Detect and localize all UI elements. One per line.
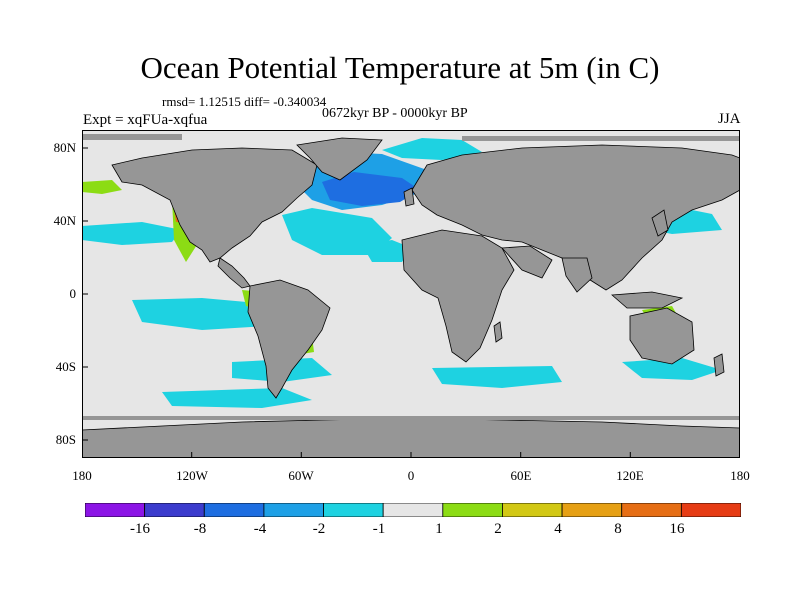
colorbar-swatch	[203, 503, 265, 517]
colorbar-swatch	[621, 503, 682, 517]
land-india	[561, 257, 593, 293]
land-australia	[629, 307, 695, 365]
experiment-label: Expt = xqFUa-xqfua	[83, 112, 208, 128]
lat-tick-label: 80N	[53, 140, 76, 155]
land-africa	[401, 229, 515, 363]
land-indonesia	[611, 291, 684, 309]
colorbar-label: -2	[312, 521, 326, 537]
colorbar-label: 16	[669, 521, 685, 537]
time-period-text: 0672kyr BP - 0000kyr BP	[322, 106, 468, 121]
colorbar-label: -16	[130, 521, 150, 537]
land-masses	[82, 137, 740, 458]
land-south-america	[247, 279, 331, 399]
lat-tick-label: 40S	[55, 359, 76, 374]
colorbar	[85, 503, 741, 517]
lon-tick-label: 120E	[616, 468, 644, 483]
colorbar-swatch	[323, 503, 384, 517]
lon-tick-label: 180	[72, 468, 92, 483]
anomaly-patch	[382, 138, 482, 160]
lon-tick-label: 60W	[288, 468, 314, 483]
land-new-zealand	[713, 353, 725, 377]
anomaly-patch	[282, 208, 392, 255]
anomaly-patch	[622, 358, 722, 380]
colorbar-label: 4	[554, 521, 562, 537]
land-antarctica	[82, 417, 740, 458]
sea-ice-strips	[82, 134, 740, 420]
lon-tick-label: 180	[730, 468, 750, 483]
colorbar-label: -4	[253, 521, 267, 537]
colorbar-label: 8	[614, 521, 622, 537]
colorbar-swatch	[144, 503, 205, 517]
anomaly-patch	[322, 172, 420, 206]
land-uk	[403, 187, 415, 207]
colorbar-swatch	[442, 503, 503, 517]
lat-tick-label: 80S	[55, 432, 76, 447]
lon-tick-marks	[191, 452, 631, 458]
colorbar-swatch	[263, 503, 324, 517]
colorbar-label: -8	[193, 521, 207, 537]
land-north-america	[111, 147, 318, 263]
anomaly-patch	[362, 240, 412, 262]
anomaly-patch	[82, 222, 182, 245]
land-eurasia	[411, 144, 740, 291]
land-greenland	[296, 137, 383, 181]
colorbar-swatch	[502, 503, 563, 517]
lon-tick-label: 0	[407, 468, 415, 483]
colorbar-label: -1	[372, 521, 386, 537]
lat-tick-label: 40N	[53, 213, 76, 228]
anomaly-patch	[432, 366, 562, 388]
lon-tick-label: 60E	[510, 468, 532, 483]
colorbar-label: 1	[435, 521, 443, 537]
colorbar-swatch	[85, 503, 146, 517]
colorbar-swatch	[382, 503, 444, 517]
colorbar-swatch	[561, 503, 623, 517]
season-label: JJA	[718, 111, 741, 127]
lat-tick-label: 0	[69, 286, 77, 301]
colorbar-label: 2	[494, 521, 502, 537]
anomaly-patch	[82, 180, 122, 194]
world-map	[82, 130, 740, 458]
land-japan	[651, 209, 669, 237]
plot-title: Ocean Potential Temperature at 5m (in C)	[140, 50, 660, 85]
lat-tick-marks	[82, 147, 88, 441]
land-madagascar	[493, 321, 503, 343]
land-arabia	[501, 245, 553, 279]
stats-text: rmsd= 1.12515 diff= -0.340034	[162, 94, 327, 109]
land-central-america	[217, 257, 251, 289]
lon-tick-label: 120W	[176, 468, 208, 483]
colorbar-swatch	[680, 503, 741, 517]
